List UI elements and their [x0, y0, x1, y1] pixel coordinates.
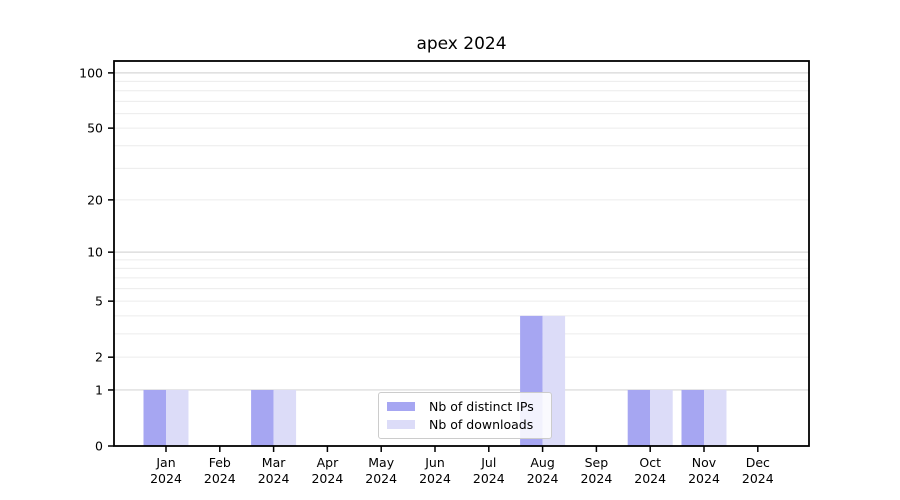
y-tick-label: 10: [87, 245, 103, 260]
x-tick-label-year: 2024: [688, 471, 720, 486]
y-tick-label: 2: [95, 350, 103, 365]
x-tick-label-year: 2024: [419, 471, 451, 486]
x-tick-label-year: 2024: [258, 471, 290, 486]
legend: Nb of distinct IPs Nb of downloads: [378, 392, 552, 439]
x-tick-label-year: 2024: [634, 471, 666, 486]
x-tick-label-month: Dec: [746, 455, 770, 470]
x-tick-label-year: 2024: [473, 471, 505, 486]
legend-label-downloads: Nb of downloads: [429, 416, 534, 432]
x-tick-label-month: Aug: [530, 455, 554, 470]
x-tick-label-month: Feb: [209, 455, 231, 470]
legend-swatch-downloads: [387, 419, 415, 429]
x-tick-label-month: Sep: [585, 455, 609, 470]
x-tick-label-year: 2024: [580, 471, 612, 486]
bar-distinct-ips-mar: [251, 389, 274, 446]
bar-downloads-mar: [273, 389, 297, 446]
bar-distinct-ips-nov: [681, 389, 704, 446]
x-tick-label-year: 2024: [365, 471, 397, 486]
x-tick-label-month: Jul: [480, 455, 496, 470]
y-tick-label: 5: [95, 294, 103, 309]
x-tick-label-year: 2024: [527, 471, 559, 486]
x-tick-label-month: Apr: [317, 455, 339, 470]
y-tick-label: 50: [87, 121, 103, 136]
x-tick-label-year: 2024: [150, 471, 182, 486]
x-tick-label-month: Mar: [262, 455, 286, 470]
y-tick-label: 1: [95, 382, 103, 397]
x-tick-label-month: May: [368, 455, 394, 470]
y-tick-label: 100: [79, 65, 103, 80]
x-tick-label-month: Oct: [639, 455, 661, 470]
chart-title: apex 2024: [416, 34, 507, 54]
x-tick-label-month: Jan: [155, 455, 175, 470]
bar-distinct-ips-jan: [143, 389, 166, 446]
bar-downloads-oct: [650, 389, 673, 446]
legend-swatch-distinct-ips: [387, 402, 415, 412]
x-tick-label-month: Nov: [692, 455, 717, 470]
bar-distinct-ips-oct: [627, 389, 651, 446]
x-tick-label-year: 2024: [311, 471, 343, 486]
bar-downloads-nov: [704, 389, 727, 446]
x-tick-label-year: 2024: [204, 471, 236, 486]
x-tick-label-year: 2024: [742, 471, 774, 486]
axes-spines: [113, 60, 810, 447]
y-tick-label: 0: [95, 439, 103, 454]
bar-downloads-jan: [166, 389, 189, 446]
legend-row-distinct-ips: Nb of distinct IPs: [387, 398, 543, 416]
legend-row-downloads: Nb of downloads: [387, 416, 543, 434]
legend-label-distinct-ips: Nb of distinct IPs: [429, 399, 534, 415]
y-tick-label: 20: [87, 192, 103, 207]
x-tick-label-month: Jun: [424, 455, 445, 470]
